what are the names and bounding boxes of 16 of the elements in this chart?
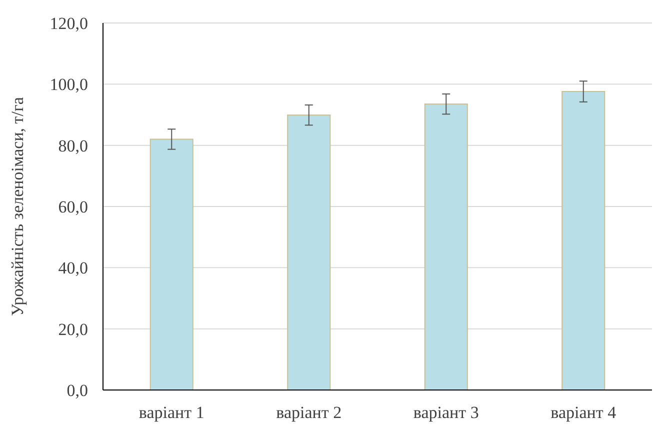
bar (287, 114, 331, 390)
x-tick-label: варіант 2 (276, 403, 342, 422)
x-tick-label: варіант 4 (550, 403, 617, 422)
y-tick-label: 120,0 (50, 14, 88, 33)
y-tick-label: 80,0 (58, 136, 88, 156)
bar (150, 138, 194, 390)
y-tick-label: 100,0 (50, 75, 88, 94)
y-tick-label: 20,0 (58, 320, 88, 339)
bar (562, 91, 606, 390)
y-axis-title: Урожайність зеленоімаси, т/га (8, 96, 27, 316)
y-tick-label: 40,0 (58, 258, 88, 278)
y-tick-label: 0,0 (66, 380, 88, 400)
y-tick-label: 60,0 (58, 197, 88, 216)
x-tick-label: варіант 1 (138, 403, 204, 422)
bar (424, 104, 468, 390)
x-tick-label: варіант 3 (413, 403, 479, 422)
